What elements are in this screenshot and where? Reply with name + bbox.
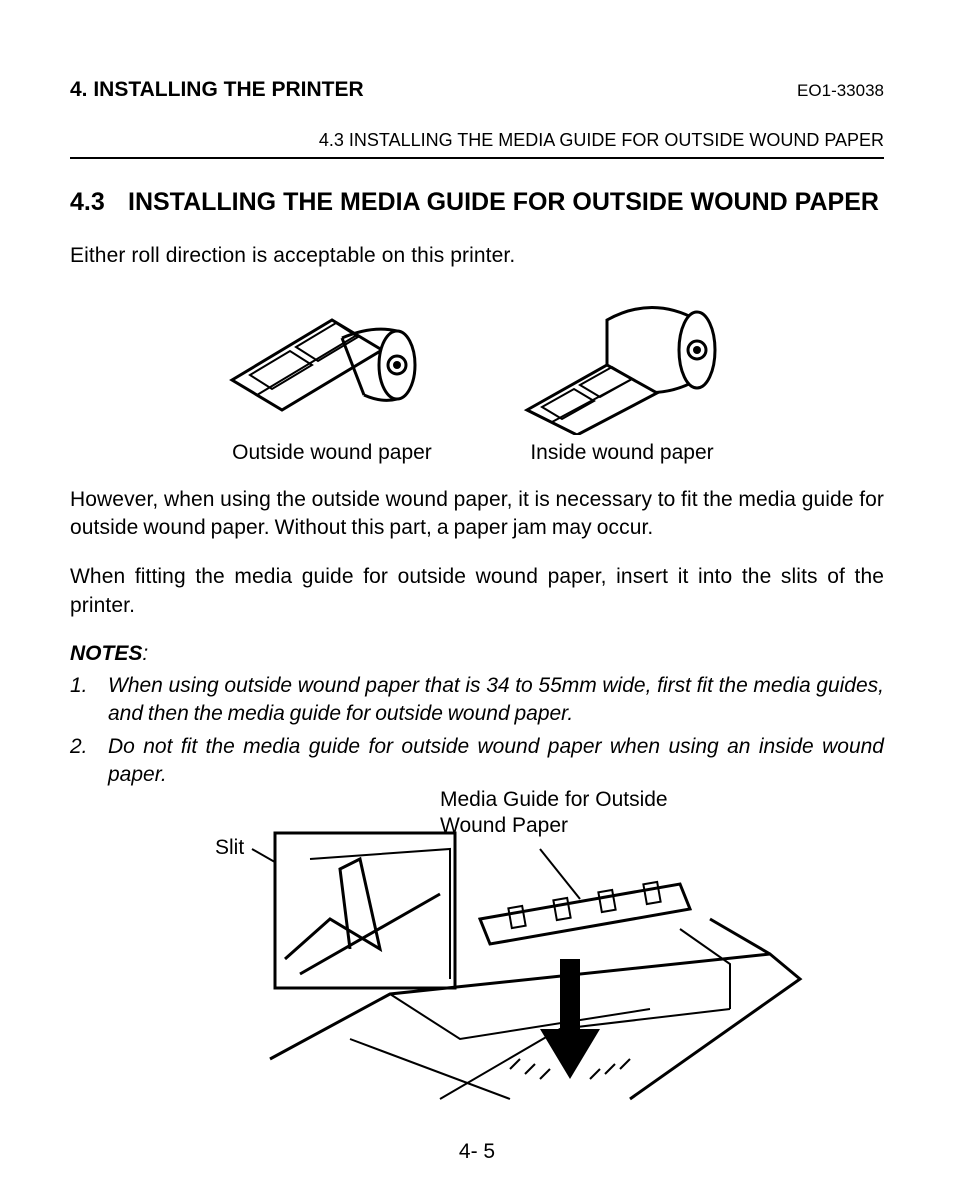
printer-diagram bbox=[210, 799, 830, 1109]
manual-page: 4. INSTALLING THE PRINTER EO1-33038 4.3 … bbox=[0, 0, 954, 1198]
note-1-text: When using outside wound paper that is 3… bbox=[108, 672, 884, 729]
inside-wound-icon bbox=[512, 285, 732, 435]
section-title: INSTALLING THE MEDIA GUIDE FOR OUTSIDE W… bbox=[128, 187, 884, 218]
note-1-number: 1. bbox=[70, 672, 108, 729]
paragraph-instruction: When fitting the media guide for outside… bbox=[70, 563, 884, 620]
printer-diagram-area: Slit Media Guide for Outside Wound Paper bbox=[70, 793, 884, 1123]
notes-heading: NOTES: bbox=[70, 642, 884, 666]
section-heading: 4.3 INSTALLING THE MEDIA GUIDE FOR OUTSI… bbox=[70, 187, 884, 218]
header-rule bbox=[70, 157, 884, 159]
notes-label: NOTES bbox=[70, 642, 142, 665]
note-2-number: 2. bbox=[70, 733, 108, 790]
note-1: 1. When using outside wound paper that i… bbox=[70, 672, 884, 729]
paragraph-intro: Either roll direction is acceptable on t… bbox=[70, 242, 884, 270]
outside-wound-icon bbox=[222, 285, 442, 435]
note-2: 2. Do not fit the media guide for outsid… bbox=[70, 733, 884, 790]
caption-outside: Outside wound paper bbox=[222, 441, 442, 465]
chapter-title: 4. INSTALLING THE PRINTER bbox=[70, 78, 364, 102]
running-head: 4.3 INSTALLING THE MEDIA GUIDE FOR OUTSI… bbox=[70, 130, 884, 151]
notes-colon: : bbox=[142, 642, 148, 665]
figure-inside-wound: Inside wound paper bbox=[512, 285, 732, 465]
page-number: 4- 5 bbox=[0, 1140, 954, 1164]
section-number: 4.3 bbox=[70, 187, 128, 218]
paragraph-warning: However, when using the outside wound pa… bbox=[70, 486, 884, 543]
note-2-text: Do not fit the media guide for outside w… bbox=[108, 733, 884, 790]
page-header: 4. INSTALLING THE PRINTER EO1-33038 bbox=[70, 78, 884, 102]
document-code: EO1-33038 bbox=[797, 81, 884, 101]
caption-inside: Inside wound paper bbox=[512, 441, 732, 465]
figure-outside-wound: Outside wound paper bbox=[222, 285, 442, 465]
roll-figures: Outside wound paper Inside wound paper bbox=[70, 285, 884, 465]
